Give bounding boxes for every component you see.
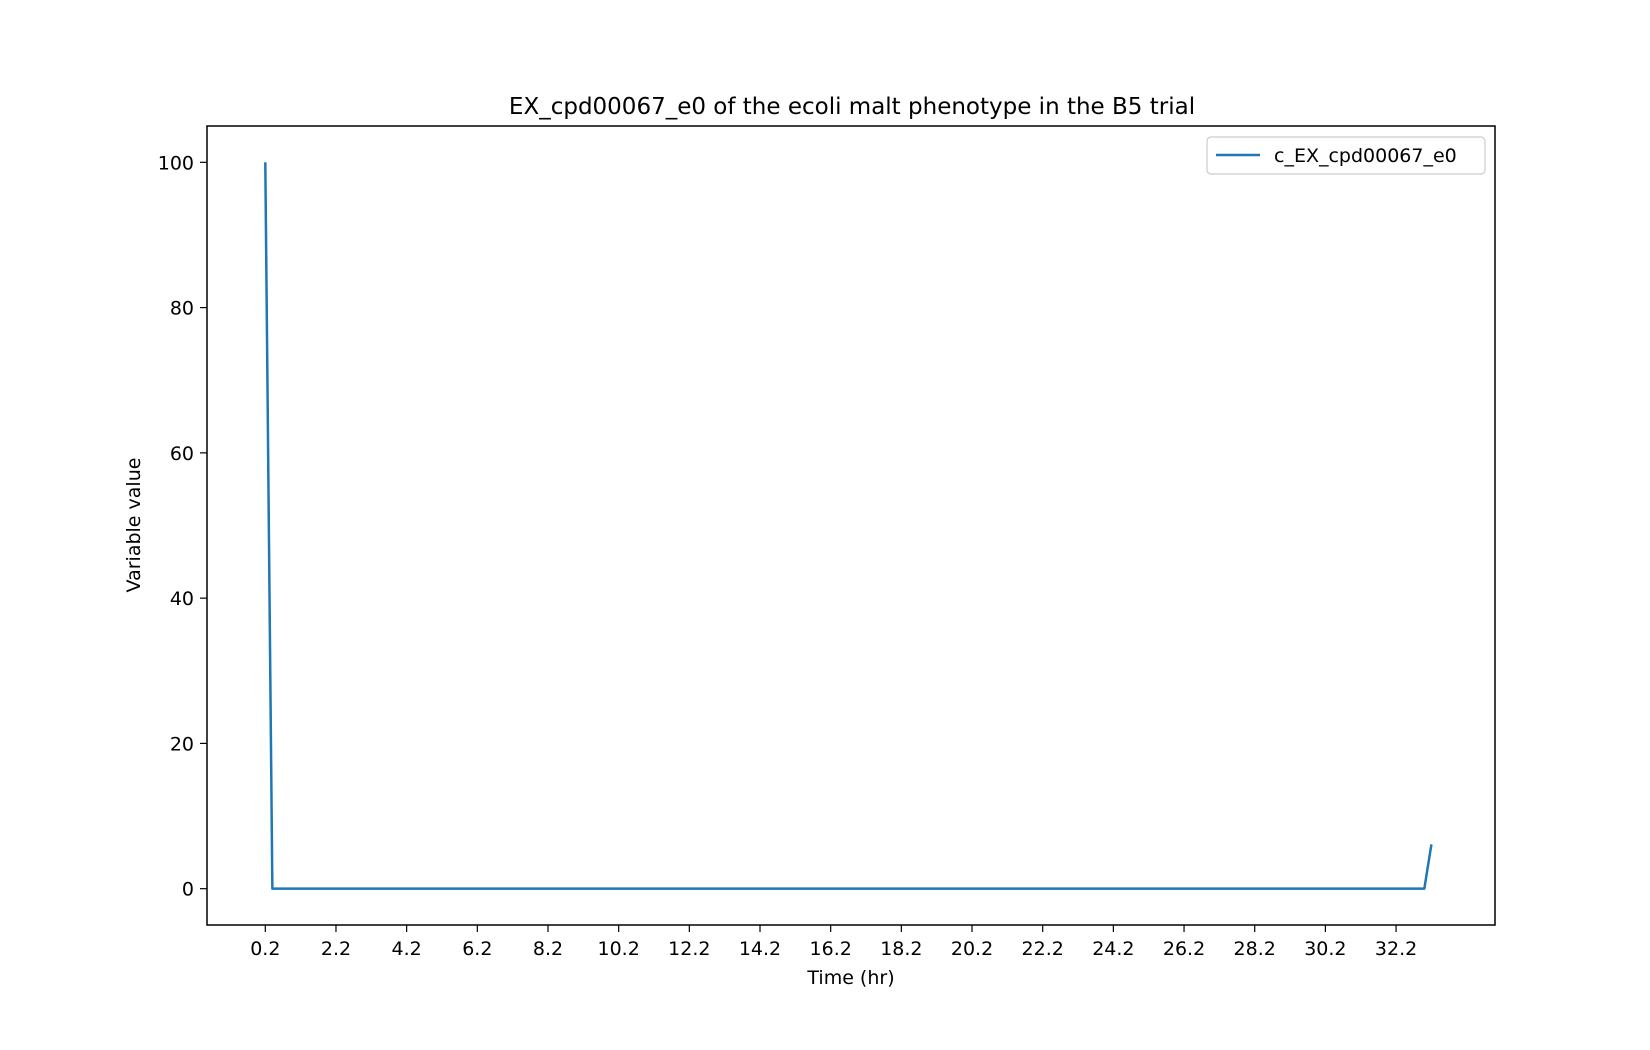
series-line	[264, 162, 1433, 890]
x-tick-label: 32.2	[1375, 938, 1417, 960]
x-tick-label: 18.2	[880, 938, 922, 960]
x-tick-label: 4.2	[392, 938, 422, 960]
y-tick-label: 0	[182, 879, 194, 901]
x-tick-label: 26.2	[1163, 938, 1205, 960]
y-tick-label: 20	[170, 733, 194, 755]
y-tick-label: 100	[158, 152, 194, 174]
x-tick-label: 12.2	[668, 938, 710, 960]
y-tick-label: 80	[170, 298, 194, 320]
x-tick-label: 16.2	[810, 938, 852, 960]
x-axis-label: Time (hr)	[806, 967, 894, 989]
y-axis-label: Variable value	[123, 458, 145, 593]
chart-title: EX_cpd00067_e0 of the ecoli malt phenoty…	[509, 94, 1195, 120]
legend: c_EX_cpd00067_e0	[1206, 136, 1486, 175]
x-tick-label: 30.2	[1304, 938, 1346, 960]
x-tick-label: 24.2	[1092, 938, 1134, 960]
x-tick-label: 2.2	[321, 938, 351, 960]
x-tick-label: 20.2	[951, 938, 993, 960]
x-tick-label: 0.2	[250, 938, 280, 960]
plot-area	[206, 125, 1496, 926]
x-tick-label: 22.2	[1022, 938, 1064, 960]
x-tick-label: 28.2	[1234, 938, 1276, 960]
y-tick-label: 40	[170, 588, 194, 610]
legend-box	[1206, 136, 1486, 175]
plot-frame	[206, 125, 1496, 926]
x-tick-label: 14.2	[739, 938, 781, 960]
x-axis: 0.2 2.2 4.2 6.2 8.2 10.2 12.2 14.2 16.2 18.2 20.2 2…	[250, 925, 1417, 960]
y-tick-label: 60	[170, 443, 194, 465]
x-tick-label: 10.2	[598, 938, 640, 960]
legend-series-label: c_EX_cpd00067_e0	[1274, 145, 1457, 167]
series-layer	[264, 162, 1433, 890]
y-axis: 0 20 40 60 80 100	[158, 152, 207, 901]
x-tick-label: 6.2	[462, 938, 492, 960]
x-tick-label: 8.2	[533, 938, 563, 960]
